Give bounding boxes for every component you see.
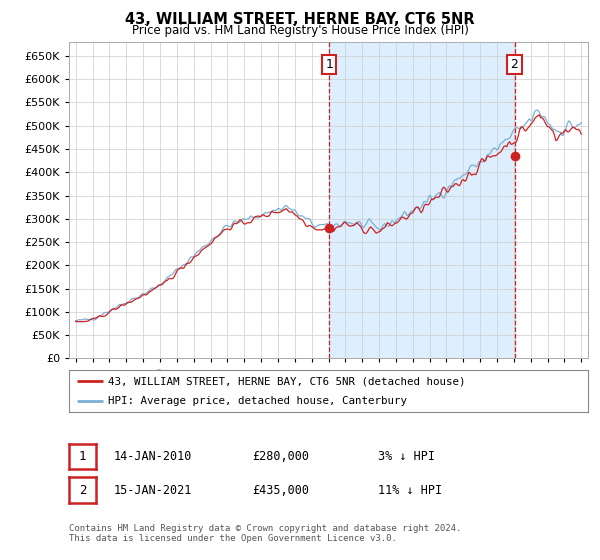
Text: 1: 1: [325, 58, 333, 71]
Text: 15-JAN-2021: 15-JAN-2021: [114, 483, 193, 497]
Text: 43, WILLIAM STREET, HERNE BAY, CT6 5NR: 43, WILLIAM STREET, HERNE BAY, CT6 5NR: [125, 12, 475, 27]
Text: 2: 2: [79, 483, 86, 497]
Text: Price paid vs. HM Land Registry's House Price Index (HPI): Price paid vs. HM Land Registry's House …: [131, 24, 469, 36]
Text: HPI: Average price, detached house, Canterbury: HPI: Average price, detached house, Cant…: [108, 396, 407, 406]
Text: £280,000: £280,000: [252, 450, 309, 463]
Text: 11% ↓ HPI: 11% ↓ HPI: [378, 483, 442, 497]
Text: 3% ↓ HPI: 3% ↓ HPI: [378, 450, 435, 463]
Text: 43, WILLIAM STREET, HERNE BAY, CT6 5NR (detached house): 43, WILLIAM STREET, HERNE BAY, CT6 5NR (…: [108, 376, 466, 386]
Text: 14-JAN-2010: 14-JAN-2010: [114, 450, 193, 463]
Text: Contains HM Land Registry data © Crown copyright and database right 2024.
This d: Contains HM Land Registry data © Crown c…: [69, 524, 461, 543]
Bar: [329, 42, 515, 358]
Text: £435,000: £435,000: [252, 483, 309, 497]
Text: 1: 1: [79, 450, 86, 463]
Text: 2: 2: [511, 58, 518, 71]
